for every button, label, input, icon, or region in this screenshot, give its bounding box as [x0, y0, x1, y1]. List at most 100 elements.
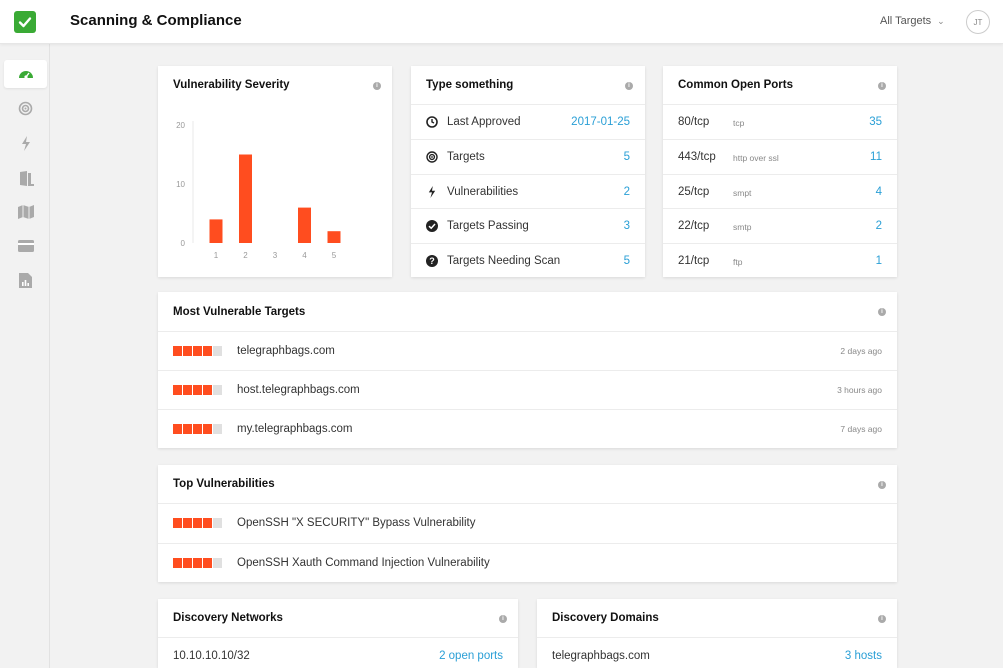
- port-name: 22/tcp: [678, 220, 710, 232]
- summary-value[interactable]: 2017-01-25: [571, 116, 630, 128]
- card-title: Most Vulnerable Targets: [173, 306, 306, 318]
- network-row[interactable]: 10.10.10.10/32 2 open ports: [158, 637, 518, 668]
- target-name[interactable]: my.telegraphbags.com: [237, 423, 353, 435]
- question-circle-icon: ?: [426, 255, 438, 267]
- sidebar-item-access[interactable]: [4, 164, 47, 192]
- severity-bar-chart: 0 10 20 1 2 3 4 5: [176, 121, 341, 260]
- severity-bar[interactable]: [327, 231, 341, 243]
- severity-meter: [173, 558, 223, 568]
- chevron-down-icon: ⌄: [937, 16, 945, 26]
- domain-row[interactable]: telegraphbags.com 3 hosts: [537, 637, 897, 668]
- target-icon: [426, 151, 438, 163]
- info-icon[interactable]: i: [625, 82, 633, 90]
- targets-dropdown[interactable]: All Targets ⌄: [880, 15, 945, 27]
- summary-value[interactable]: 3: [623, 220, 630, 232]
- vulnerability-name[interactable]: OpenSSH Xauth Command Injection Vulnerab…: [237, 557, 490, 569]
- svg-text:?: ?: [429, 256, 435, 266]
- port-count[interactable]: 35: [869, 116, 882, 128]
- lightning-icon: [21, 135, 30, 151]
- summary-label: Last Approved: [447, 116, 521, 128]
- info-icon[interactable]: i: [878, 308, 886, 316]
- severity-bar[interactable]: [209, 219, 223, 243]
- top-header: Scanning & Compliance All Targets ⌄ JT: [0, 0, 1003, 44]
- port-count[interactable]: 4: [875, 186, 882, 198]
- vulnerability-row[interactable]: OpenSSH Xauth Command Injection Vulnerab…: [158, 543, 897, 582]
- severity-bar[interactable]: [298, 207, 311, 243]
- y-tick-label: 0: [181, 239, 186, 248]
- port-row[interactable]: 443/tcp http over ssl 11: [663, 139, 897, 174]
- network-value[interactable]: 2 open ports: [439, 649, 503, 662]
- top-vulnerabilities-card: Top Vulnerabilities i OpenSSH "X SECURIT…: [158, 465, 897, 582]
- app-logo[interactable]: [0, 0, 50, 44]
- discovery-domains-card: Discovery Domains i telegraphbags.com 3 …: [537, 599, 897, 668]
- severity-meter: [173, 346, 223, 356]
- port-count[interactable]: 1: [875, 255, 882, 267]
- info-icon[interactable]: i: [499, 615, 507, 623]
- info-icon[interactable]: i: [373, 82, 381, 90]
- y-tick-label: 10: [176, 180, 185, 189]
- info-icon[interactable]: i: [878, 481, 886, 489]
- summary-value[interactable]: 2: [623, 186, 630, 198]
- target-name[interactable]: telegraphbags.com: [237, 345, 335, 357]
- port-name: 25/tcp: [678, 186, 710, 198]
- severity-bar[interactable]: [239, 154, 252, 244]
- clock-icon: [426, 116, 438, 128]
- target-name[interactable]: host.telegraphbags.com: [237, 384, 360, 396]
- target-row[interactable]: telegraphbags.com 2 days ago: [158, 331, 897, 370]
- sidebar-item-reports[interactable]: [4, 266, 47, 294]
- map-icon: [17, 205, 34, 219]
- sidebar-item-vulnerabilities[interactable]: [4, 129, 47, 157]
- port-row[interactable]: 25/tcp smpt 4: [663, 174, 897, 209]
- credit-card-icon: [17, 240, 34, 252]
- x-tick-label: 3: [273, 251, 278, 260]
- vulnerability-name[interactable]: OpenSSH "X SECURITY" Bypass Vulnerabilit…: [237, 517, 476, 529]
- target-row[interactable]: host.telegraphbags.com 3 hours ago: [158, 370, 897, 409]
- port-service: smtp: [733, 222, 752, 232]
- summary-row-targets-passing[interactable]: Targets Passing 3: [411, 208, 645, 243]
- summary-row-targets[interactable]: Targets 5: [411, 139, 645, 174]
- port-row[interactable]: 80/tcp tcp 35: [663, 104, 897, 139]
- summary-label: Vulnerabilities: [447, 186, 519, 198]
- door-icon: [19, 170, 34, 186]
- summary-value[interactable]: 5: [623, 255, 630, 267]
- sidebar-item-billing[interactable]: [4, 232, 47, 260]
- checkmark-logo-icon: [14, 11, 36, 33]
- sidebar-item-map[interactable]: [4, 198, 47, 226]
- card-title: Vulnerability Severity: [173, 79, 290, 91]
- sidebar-item-dashboard[interactable]: [4, 60, 47, 88]
- report-icon: [19, 272, 32, 288]
- summary-value[interactable]: 5: [623, 151, 630, 163]
- target-row[interactable]: my.telegraphbags.com 7 days ago: [158, 409, 897, 448]
- severity-meter: [173, 385, 223, 395]
- target-time: 7 days ago: [840, 424, 882, 434]
- port-service: tcp: [733, 118, 745, 128]
- summary-label: Targets Needing Scan: [447, 255, 561, 267]
- sidebar-item-targets[interactable]: [4, 94, 47, 122]
- x-tick-label: 2: [243, 251, 248, 260]
- domain-name: telegraphbags.com: [552, 649, 650, 662]
- port-row[interactable]: 21/tcp ftp 1: [663, 243, 897, 277]
- network-name: 10.10.10.10/32: [173, 649, 250, 662]
- card-title: Type something: [426, 79, 514, 91]
- y-tick-label: 20: [176, 121, 185, 130]
- summary-row-vulnerabilities[interactable]: Vulnerabilities 2: [411, 174, 645, 209]
- page-title: Scanning & Compliance: [70, 12, 242, 29]
- port-service: ftp: [733, 257, 743, 267]
- x-tick-label: 1: [214, 251, 219, 260]
- severity-meter: [173, 424, 223, 434]
- info-icon[interactable]: i: [878, 615, 886, 623]
- port-name: 21/tcp: [678, 255, 710, 267]
- vulnerability-row[interactable]: OpenSSH "X SECURITY" Bypass Vulnerabilit…: [158, 503, 897, 542]
- port-count[interactable]: 11: [870, 151, 882, 163]
- summary-row-last-approved[interactable]: Last Approved 2017-01-25: [411, 104, 645, 139]
- user-avatar[interactable]: JT: [966, 10, 990, 34]
- summary-card: Type something i Last Approved 2017-01-2…: [411, 66, 645, 277]
- domain-value[interactable]: 3 hosts: [844, 649, 882, 662]
- severity-meter: [173, 518, 223, 528]
- port-row[interactable]: 22/tcp smtp 2: [663, 208, 897, 243]
- summary-row-targets-needing-scan[interactable]: ? Targets Needing Scan 5: [411, 243, 645, 277]
- info-icon[interactable]: i: [878, 82, 886, 90]
- summary-label: Targets: [447, 151, 485, 163]
- port-service: http over ssl: [733, 153, 779, 163]
- port-count[interactable]: 2: [875, 220, 882, 232]
